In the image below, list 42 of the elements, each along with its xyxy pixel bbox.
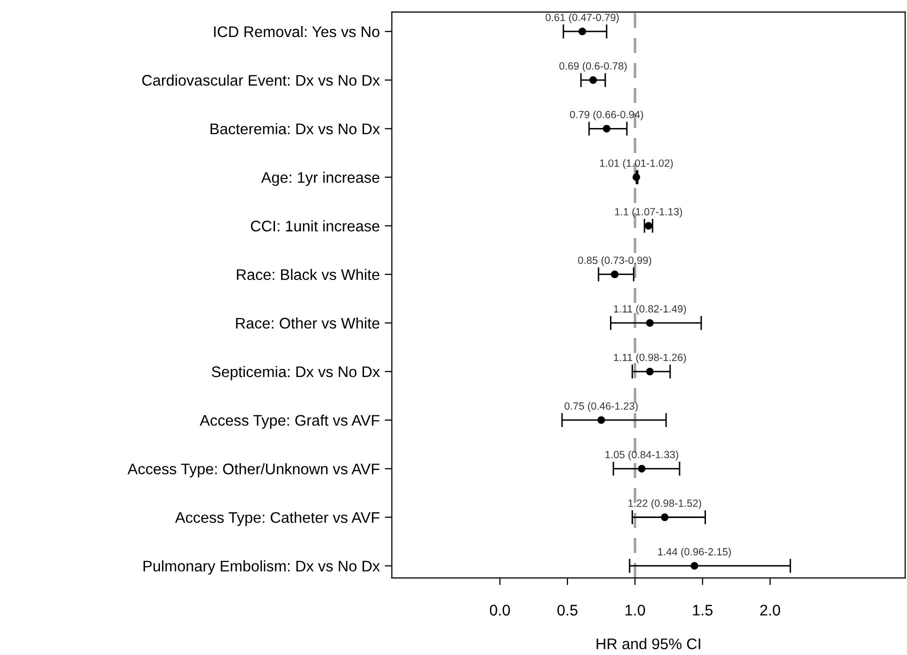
y-tick-label: Cardiovascular Event: Dx vs No Dx [142,74,380,86]
y-tick-label: Bacteremia: Dx vs No Dx [210,123,380,134]
y-tick-label: Access Type: Other/Unknown vs AVF [128,463,380,478]
x-tick-label: 1.0 [626,604,646,616]
x-tick-label: 1.5 [693,604,713,616]
data-label: 1.05 (0.84-1.33) [605,450,678,460]
point [646,319,654,327]
point [638,464,646,472]
y-tick-label: Pulmonary Embolism: Dx vs No Dx [144,560,380,575]
data-label: 0.75 (0.46-1.23) [564,402,638,412]
data-label: 1.01 (1.01-1.02) [600,159,673,169]
point [660,513,669,522]
data-label: 0.61 (0.47-0.79) [546,13,619,24]
y-tick-label: Race: Black vs White [236,268,380,280]
data-label: 0.79 (0.66-0.94) [570,110,644,120]
data-label: 1.22 (0.98-1.52) [628,499,702,509]
point [578,28,586,36]
point [632,173,640,182]
point [602,124,610,132]
x-tick-label: 0.0 [490,604,510,616]
point [690,562,698,570]
y-tick-label: Septicemia: Dx vs No Dx [212,366,380,380]
point [644,222,652,230]
x-axis-title: HR and 95% CI [596,638,700,650]
y-tick-label: Race: Other vs White [236,317,380,329]
y-tick-label: ICD Removal: Yes vs No [214,26,380,38]
point [597,416,606,424]
y-tick-label: Access Type: Graft vs AVF [200,414,380,429]
data-label: 0.85 (0.73-0.99) [578,256,652,266]
point [589,76,597,84]
y-tick-label: Access Type: Catheter vs AVF [175,512,380,526]
x-tick-label: 2.0 [760,604,780,616]
y-tick-label: Age: 1yr increase [261,172,380,186]
point [646,368,654,376]
data-label: 1.1 (1.07-1.13) [615,208,682,218]
data-label: 1.11 (0.98-1.26) [614,353,686,364]
y-tick-label: CCI: 1unit increase [250,220,380,232]
data-label: 1.11 (0.82-1.49) [614,304,686,315]
point [610,270,619,278]
data-label: 1.44 (0.96-2.15) [658,548,731,558]
x-tick-label: 0.5 [557,604,578,616]
data-label: 0.69 (0.6-0.78) [559,62,627,72]
